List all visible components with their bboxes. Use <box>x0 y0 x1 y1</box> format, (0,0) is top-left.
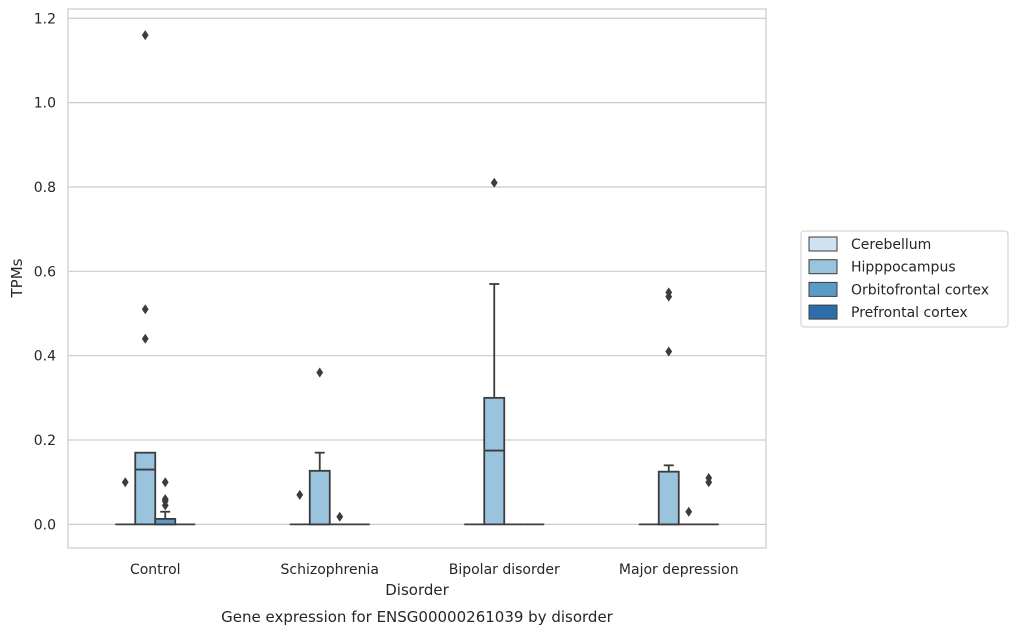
outlier-point <box>490 177 498 188</box>
legend: Cerebellum Hipppocampus Orbitofrontal cort… <box>800 230 1009 328</box>
box-group <box>115 477 136 526</box>
legend-swatch <box>808 259 838 275</box>
box <box>483 396 506 526</box>
outlier-point <box>161 477 169 488</box>
box <box>308 469 331 526</box>
y-tick-label: 0.4 <box>34 349 56 365</box>
box-group <box>308 367 331 526</box>
x-tick-label: Major depression <box>619 562 739 578</box>
y-tick-label: 0.6 <box>34 264 56 280</box>
legend-frame <box>800 230 1009 328</box>
outlier-point <box>316 367 324 378</box>
box-group <box>154 477 177 526</box>
outlier-point <box>161 494 169 505</box>
legend-swatch <box>808 304 838 320</box>
legend-label: Hipppocampus <box>851 260 956 276</box>
y-tick-label: 0.8 <box>34 180 56 196</box>
y-tick-label: 1.2 <box>34 11 56 27</box>
x-axis-label: Disorder <box>385 581 449 599</box>
box-group <box>698 472 719 526</box>
outlier-point <box>296 489 304 500</box>
y-axis-label: TPMs <box>8 258 26 298</box>
box <box>134 451 157 526</box>
box-group <box>678 506 699 526</box>
y-tick-labels: 0.0 0.2 0.4 0.6 0.8 1.0 1.2 <box>34 11 56 533</box>
x-tick-label: Control <box>130 562 181 578</box>
outlier-point <box>141 30 149 41</box>
outlier-point <box>141 333 149 344</box>
legend-swatch <box>808 236 838 252</box>
plot-frame <box>67 8 767 549</box>
box-group <box>329 511 350 526</box>
legend-label: Cerebellum <box>851 237 931 253</box>
box-group <box>289 489 310 526</box>
grid-lines <box>68 17 766 525</box>
box <box>657 470 680 526</box>
y-tick-label: 0.2 <box>34 433 56 449</box>
outlier-point <box>141 304 149 315</box>
outlier-point <box>665 287 673 298</box>
legend-swatch <box>808 281 838 297</box>
x-tick-label: Schizophrenia <box>281 562 379 578</box>
outlier-point <box>685 506 693 517</box>
y-tick-label: 0.0 <box>34 517 56 533</box>
outlier-point <box>336 511 344 522</box>
legend-label: Prefrontal cortex <box>851 305 968 321</box>
outlier-point <box>705 472 713 483</box>
outlier-point <box>121 477 129 488</box>
x-tick-labels: Control Schizophrenia Bipolar disorder Majo… <box>130 562 739 578</box>
box-group <box>483 177 506 526</box>
y-tick-label: 1.0 <box>34 96 56 112</box>
boxes <box>115 30 719 526</box>
legend-label: Orbitofrontal cortex <box>851 282 989 298</box>
box-group <box>134 30 157 526</box>
box-group <box>657 287 680 526</box>
x-tick-label: Bipolar disorder <box>449 562 560 578</box>
chart-title: Gene expression for ENSG00000261039 by d… <box>221 608 614 626</box>
outlier-point <box>665 346 673 357</box>
